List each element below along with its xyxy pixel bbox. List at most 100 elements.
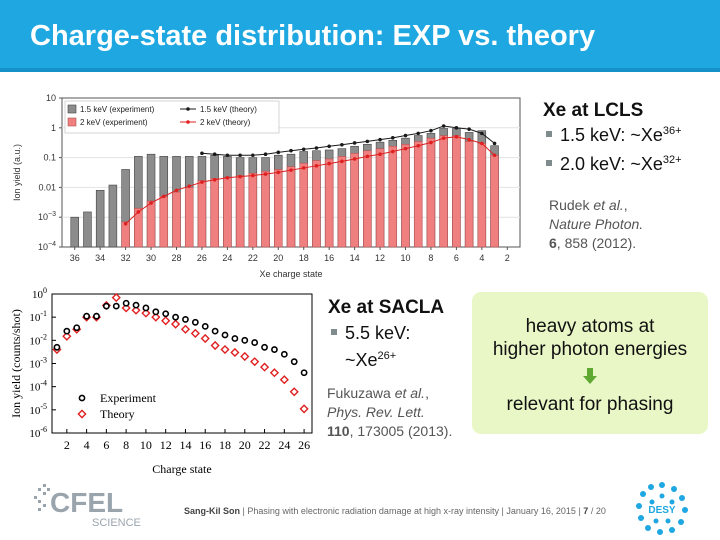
y-axis-label: Ion yield (a.u.): [12, 144, 22, 201]
legend-marker-experiment: [78, 394, 86, 402]
theory-2kev-point: [174, 188, 179, 193]
legend-marker-theory-2kev: [186, 120, 190, 124]
lcls-ref-journal: Nature Photon.: [549, 216, 644, 232]
x-tick-label: 6: [454, 253, 459, 263]
sacla-reference: Fukuzawa et al., Phys. Rev. Lett. 110, 1…: [327, 385, 453, 439]
legend-swatch-exp-1p5kev: [67, 104, 77, 114]
plot-frame: [51, 293, 313, 434]
theory-1p5kev-point: [276, 150, 281, 155]
bar-exp-1p5kev: [108, 184, 118, 248]
theory-point: [111, 292, 121, 303]
bar-exp-2kev: [337, 156, 347, 248]
x-axis-label: Xe charge state: [259, 269, 322, 279]
header-underline: [0, 68, 720, 72]
theory-2kev-point: [225, 175, 230, 180]
x-tick-label: 24: [222, 253, 232, 263]
legend-label: Experiment: [100, 391, 157, 405]
lcls-heading: Xe at LCLS: [543, 100, 644, 121]
y-tick-label: 10-3: [29, 356, 47, 371]
theory-2kev-point: [200, 180, 204, 184]
experiment-point: [201, 322, 209, 330]
experiment-point: [102, 302, 110, 310]
x-tick-label: 36: [70, 253, 80, 263]
theory-2kev-line: [125, 136, 495, 225]
bar-exp-2kev: [452, 135, 461, 248]
theory-1p5kev-point: [492, 141, 497, 146]
experiment-point: [182, 316, 189, 323]
y-tick-label: 10-4: [29, 379, 47, 394]
theory-1p5kev-point: [263, 152, 268, 157]
lcls-bullet-1: 1.5 keV: ~Xe36+: [546, 125, 682, 146]
experiment-point: [271, 346, 278, 353]
experiment-point: [112, 302, 120, 310]
lcls-bullet-2: 2.0 keV: ~Xe32+: [546, 154, 682, 175]
theory-2kev-point: [276, 170, 281, 175]
theory-1p5kev-point: [212, 152, 217, 157]
sacla-ref-volume: 110: [327, 423, 350, 439]
y-tick-label: 0.1: [43, 153, 56, 163]
theory-1p5kev-point: [480, 131, 484, 136]
experiment-point: [261, 343, 268, 351]
bar-exp-2kev: [235, 175, 245, 248]
theory-1p5kev-point: [251, 153, 255, 158]
y-tick-label: 10−4: [38, 241, 56, 252]
lcls-bullet-2-sup: 32+: [662, 154, 682, 166]
theory-2kev-point: [212, 177, 217, 182]
experiment-point: [251, 339, 259, 346]
x-tick-label: 2: [505, 253, 510, 263]
bar-exp-2kev: [490, 154, 499, 248]
legend-box: [64, 100, 280, 134]
x-tick-label: 14: [179, 438, 191, 452]
y-tick-label: 100: [32, 286, 47, 301]
bar-exp-2kev: [159, 196, 169, 248]
desy-logo-text: DESY: [648, 505, 676, 516]
bar-exp-1p5kev: [95, 189, 105, 248]
cfel-logo-text: CFEL: [50, 487, 123, 518]
bar-exp-2kev: [375, 148, 385, 248]
theory-point: [161, 316, 171, 326]
bar-exp-2kev: [134, 207, 143, 248]
theory-point: [151, 312, 161, 322]
theory-point: [131, 305, 141, 315]
experiment-point: [122, 299, 130, 307]
cfel-logo: CFEL SCIENCE: [34, 484, 141, 529]
theory-2kev-point: [161, 194, 166, 199]
theory-2kev-point: [301, 166, 306, 170]
conclusion-line-3: relevant for phasing: [506, 394, 674, 415]
lcls-bullet-1-text: 1.5 keV: ~Xe: [560, 125, 663, 145]
theory-point: [170, 319, 181, 329]
sacla-ref-etal: et al.: [394, 385, 426, 401]
theory-2kev-point: [467, 137, 471, 142]
y-tick-label: 10-1: [29, 309, 47, 324]
theory-1p5kev-point: [416, 131, 421, 136]
sacla-ref-rest: , 173005 (2013).: [349, 423, 453, 439]
lcls-ref-rest: , 858 (2012).: [556, 235, 637, 251]
x-tick-label: 4: [479, 253, 484, 263]
theory-2kev-point: [492, 153, 497, 158]
bar-exp-2kev: [248, 172, 258, 248]
bar-exp-2kev: [477, 143, 487, 248]
theory-point: [299, 404, 309, 414]
theory-1p5kev-point: [289, 148, 293, 153]
theory-point: [230, 347, 240, 358]
bar-exp-2kev: [413, 141, 423, 248]
footer-date: January 16, 2015: [506, 506, 576, 516]
experiment-point: [132, 301, 140, 309]
slide-footer: CFEL SCIENCE Sang-Kil Son | Phasing with…: [0, 482, 720, 540]
bullet-square-icon: [331, 329, 337, 336]
theory-2kev-point: [378, 152, 382, 157]
x-tick-label: 22: [259, 438, 271, 452]
experiment-point: [191, 318, 199, 326]
experiment-point: [73, 324, 81, 332]
x-tick-label: 20: [273, 253, 283, 263]
bar-exp-2kev: [210, 178, 219, 248]
theory-1p5kev-point: [467, 127, 471, 131]
theory-2kev-point: [123, 222, 128, 226]
legend-label: Theory: [100, 407, 135, 421]
theory-2kev-point: [480, 141, 484, 146]
x-tick-label: 16: [324, 253, 334, 263]
y-tick-label: 10: [46, 93, 56, 103]
sacla-bullet: 5.5 keV:: [331, 323, 410, 344]
